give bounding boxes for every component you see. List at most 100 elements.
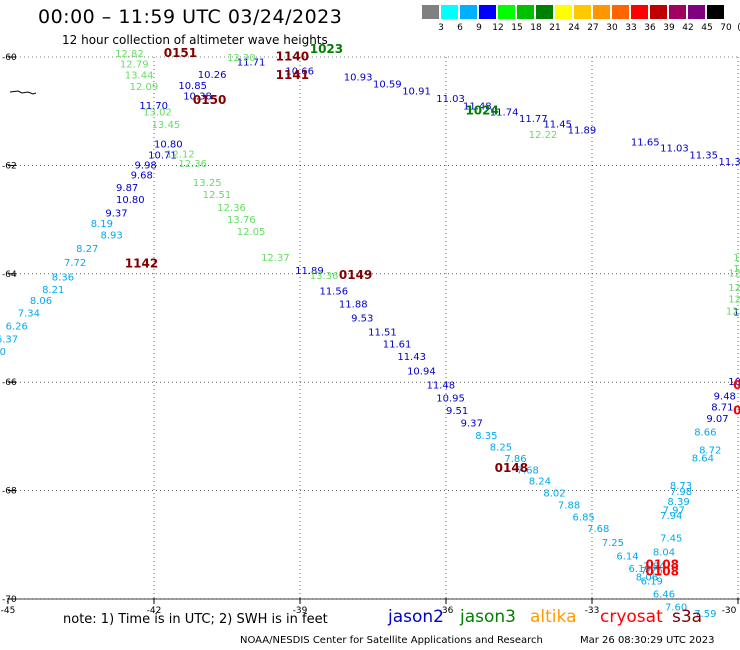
swh-value: 9.07 bbox=[706, 414, 728, 425]
swh-value: 8.39 bbox=[667, 497, 689, 508]
swh-value: 11.77 bbox=[519, 114, 548, 125]
pass-time-label: 0149 bbox=[339, 268, 372, 282]
lon-tick-label: -42 bbox=[147, 606, 162, 616]
color-swatch bbox=[707, 5, 724, 19]
color-swatch bbox=[422, 5, 439, 19]
color-swatch bbox=[669, 5, 686, 19]
swh-value: 11.70 bbox=[139, 101, 168, 112]
color-swatch bbox=[555, 5, 572, 19]
swh-value: 9.68 bbox=[131, 170, 153, 181]
satellite-altika: altika bbox=[530, 607, 577, 627]
swh-value: 11.74 bbox=[490, 108, 519, 119]
footnote: note: 1) Time is in UTC; 2) SWH is in fe… bbox=[63, 612, 328, 627]
swh-value: 10.59 bbox=[373, 79, 402, 90]
swh-value: 9.37 bbox=[105, 208, 127, 219]
credit-line: NOAA/NESDIS Center for Satellite Applica… bbox=[240, 635, 543, 646]
swh-value: 7.59 bbox=[694, 609, 716, 620]
swh-value: 10.38 bbox=[183, 91, 212, 102]
wave-height-values: 11.7010.8010.719.989.689.8710.809.3710.3… bbox=[0, 49, 740, 620]
swh-value: 12.82 bbox=[115, 49, 144, 60]
lat-tick-label: -60 bbox=[2, 53, 17, 63]
swh-value: 8.73 bbox=[670, 481, 692, 492]
swh-value: 8.35 bbox=[475, 431, 497, 442]
pass-time-label: 0 bbox=[733, 378, 740, 392]
swh-value: 10.26 bbox=[198, 70, 227, 81]
swh-value: 11.43 bbox=[397, 352, 426, 363]
swh-value: 12.22 bbox=[529, 130, 558, 141]
swh-value: 12.15 bbox=[728, 269, 740, 280]
pass-time-label: 0150 bbox=[193, 93, 226, 107]
pass-time-label: 0108 bbox=[646, 565, 679, 579]
swh-value: 13.36 bbox=[310, 271, 339, 282]
swh-value: 8.72 bbox=[699, 446, 721, 457]
color-bar-label: 36 bbox=[644, 23, 656, 33]
swh-value: 10.95 bbox=[436, 394, 465, 405]
swh-value: 9.87 bbox=[116, 183, 138, 194]
pass-time-label: 0151 bbox=[164, 46, 197, 60]
swh-value: 11.82 bbox=[733, 308, 740, 319]
lon-tick-label: -39 bbox=[293, 606, 308, 616]
pass-time-label: 1024 bbox=[465, 103, 498, 117]
lon-tick-label: -45 bbox=[1, 606, 16, 616]
lat-tick-label: -62 bbox=[2, 161, 17, 171]
lat-tick-label: -66 bbox=[2, 378, 17, 388]
swh-value: 7.25 bbox=[602, 538, 624, 549]
swh-value: 11.03 bbox=[660, 143, 689, 154]
swh-value: 12.12 bbox=[166, 149, 195, 160]
swh-value: 9.51 bbox=[446, 406, 468, 417]
lon-tick-label: -36 bbox=[439, 606, 454, 616]
pass-time-label: 0108 bbox=[646, 558, 679, 572]
swh-value: 6.37 bbox=[0, 335, 18, 346]
swh-value: 11.03 bbox=[436, 94, 465, 105]
map-subtitle: 12 hour collection of altimeter wave hei… bbox=[62, 33, 328, 47]
swh-value: 7.72 bbox=[64, 258, 86, 269]
swh-value: 12.24 bbox=[728, 295, 740, 306]
pass-time-label: 1023 bbox=[310, 42, 343, 56]
satellite-jason2: jason2 bbox=[388, 607, 444, 627]
color-bar-label: 6 bbox=[457, 23, 463, 33]
swh-value: 13.25 bbox=[193, 178, 222, 189]
color-swatch bbox=[536, 5, 553, 19]
swh-value: 13.44 bbox=[125, 71, 154, 82]
swh-value: 8.71 bbox=[711, 402, 733, 413]
swh-value: 8.04 bbox=[653, 548, 675, 559]
pass-time-label: 1141 bbox=[276, 68, 309, 82]
swh-value: 11.65 bbox=[631, 137, 660, 148]
swh-value: 8.64 bbox=[692, 453, 714, 464]
swh-value: 12.36 bbox=[178, 159, 207, 170]
color-bar-label: 30 bbox=[606, 23, 618, 33]
swh-value: 11.61 bbox=[383, 340, 412, 351]
color-bar-label: 3 bbox=[438, 23, 444, 33]
swh-value: 13.45 bbox=[152, 120, 181, 131]
color-swatch bbox=[612, 5, 629, 19]
swh-value: 7.68 bbox=[517, 465, 539, 476]
swh-value: 7.45 bbox=[660, 534, 682, 545]
color-swatch bbox=[498, 5, 515, 19]
color-swatch bbox=[441, 5, 458, 19]
swh-value: 11.88 bbox=[339, 299, 368, 310]
swh-value: 9.98 bbox=[135, 161, 157, 172]
swh-value: 7.60 bbox=[665, 602, 687, 613]
swh-value: 12.30 bbox=[227, 53, 256, 64]
swh-value: 12.05 bbox=[237, 227, 266, 238]
swh-value: 13.76 bbox=[227, 215, 256, 226]
swh-value: 6.19 bbox=[629, 564, 651, 575]
swh-value: 8.24 bbox=[529, 477, 551, 488]
color-swatch bbox=[574, 5, 591, 19]
swh-value: 8.66 bbox=[694, 427, 716, 438]
swh-value: 8.21 bbox=[42, 285, 64, 296]
swh-value: 9.48 bbox=[714, 392, 736, 403]
swh-value: 8.27 bbox=[76, 244, 98, 255]
swh-value: 11.48 bbox=[427, 381, 456, 392]
color-swatch bbox=[650, 5, 667, 19]
swh-value: 10.80 bbox=[116, 195, 145, 206]
color-bar-label: 15 bbox=[511, 23, 523, 33]
color-bar-label: 45 bbox=[701, 23, 713, 33]
color-swatch bbox=[631, 5, 648, 19]
color-bar-label: 18 bbox=[530, 23, 542, 33]
swh-value: 7.97 bbox=[663, 505, 685, 516]
swh-value: 8.25 bbox=[490, 442, 512, 453]
color-swatch bbox=[479, 5, 496, 19]
swh-value: 6.46 bbox=[653, 589, 675, 600]
